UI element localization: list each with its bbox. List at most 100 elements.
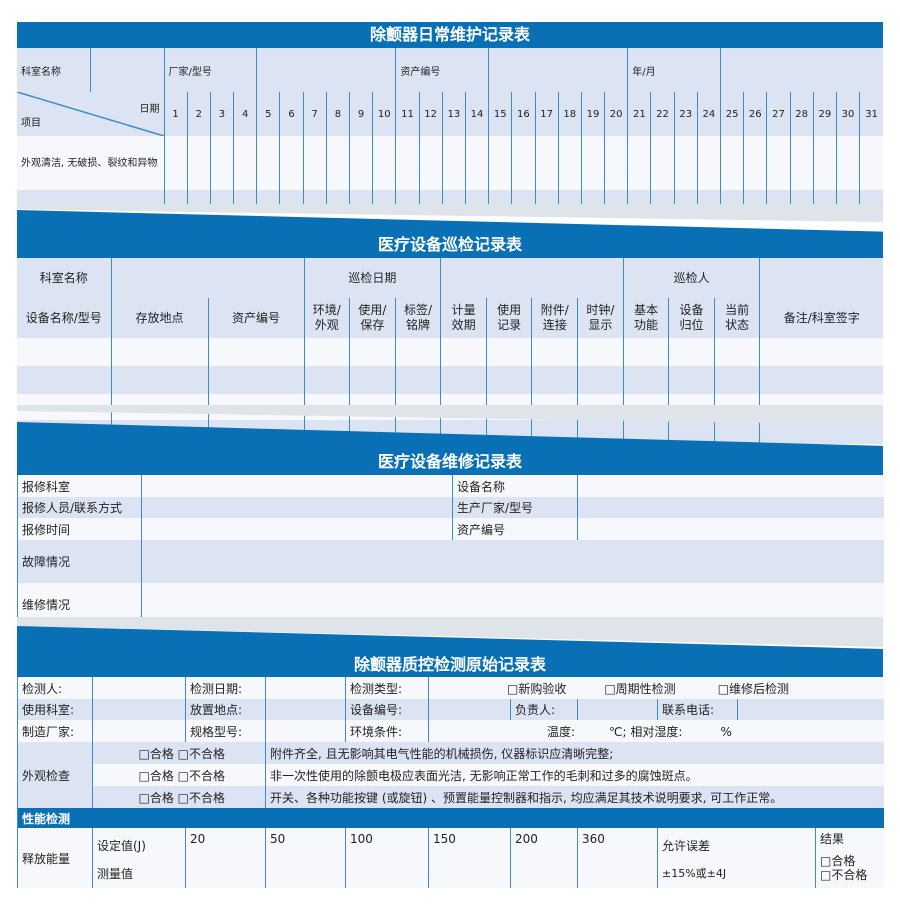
patrol-cell[interactable] (207, 366, 304, 394)
day-check-cell[interactable] (348, 136, 373, 190)
day-check-cell[interactable] (441, 136, 466, 190)
dept-field[interactable] (92, 699, 186, 720)
day-check-cell[interactable] (186, 136, 211, 190)
visual-pass-fail-1[interactable]: □合格 □不合格 (92, 742, 266, 764)
month-field[interactable] (720, 48, 883, 92)
patrol-cell[interactable] (394, 366, 441, 394)
day-check-cell[interactable] (488, 136, 512, 190)
day-check-cell[interactable] (418, 136, 443, 190)
day-check-cell[interactable] (627, 136, 651, 190)
day-check-cell[interactable] (325, 190, 350, 204)
day-check-cell[interactable] (372, 136, 396, 190)
day-check-cell[interactable] (766, 136, 791, 190)
visual-pass-fail-3[interactable]: □合格 □不合格 (92, 786, 266, 808)
day-check-cell[interactable] (256, 136, 280, 190)
patrol-cell[interactable] (577, 366, 624, 394)
day-check-cell[interactable] (395, 190, 420, 204)
day-check-cell[interactable] (279, 136, 304, 190)
day-check-cell[interactable] (464, 190, 489, 204)
day-check-cell[interactable] (812, 136, 837, 190)
day-check-cell[interactable] (372, 190, 396, 204)
report-time-field[interactable] (141, 518, 453, 540)
visual-pass-fail-2[interactable]: □合格 □不合格 (92, 764, 266, 786)
patrol-cell[interactable] (349, 338, 396, 366)
day-check-cell[interactable] (743, 190, 767, 204)
patrol-dept-field[interactable] (110, 258, 304, 298)
day-check-cell[interactable] (325, 136, 350, 190)
phone-field[interactable] (736, 699, 884, 720)
day-check-cell[interactable] (557, 136, 582, 190)
patrol-date-field[interactable] (440, 258, 624, 298)
day-check-cell[interactable] (302, 190, 327, 204)
patrol-cell[interactable] (577, 338, 624, 366)
day-check-cell[interactable] (441, 190, 466, 204)
day-check-cell[interactable] (719, 136, 744, 190)
patrol-inspector-field[interactable] (759, 258, 883, 298)
dept-field[interactable] (89, 48, 164, 92)
device-name-field[interactable] (577, 475, 884, 497)
day-check-cell[interactable] (256, 190, 280, 204)
day-check-cell[interactable] (650, 190, 675, 204)
day-check-cell[interactable] (789, 136, 814, 190)
patrol-cell[interactable] (622, 366, 669, 394)
day-check-cell[interactable] (557, 190, 582, 204)
patrol-cell[interactable] (759, 366, 883, 394)
maker-field[interactable] (92, 720, 186, 742)
device-no-field[interactable] (428, 699, 511, 720)
reporter-field[interactable] (141, 497, 453, 518)
day-check-cell[interactable] (348, 190, 373, 204)
day-check-cell[interactable] (835, 136, 860, 190)
patrol-cell[interactable] (531, 338, 578, 366)
asset-field[interactable] (488, 48, 628, 92)
patrol-cell[interactable] (303, 338, 350, 366)
day-check-cell[interactable] (696, 190, 721, 204)
result-fail-checkbox[interactable]: □不合格 (820, 868, 868, 882)
day-check-cell[interactable] (859, 136, 883, 190)
checkbox-periodic[interactable]: □周期性检测 (604, 681, 676, 696)
patrol-cell[interactable] (207, 338, 304, 366)
day-check-cell[interactable] (302, 136, 327, 190)
patrol-cell[interactable] (485, 338, 532, 366)
day-check-cell[interactable] (488, 190, 512, 204)
day-check-cell[interactable] (534, 136, 559, 190)
patrol-cell[interactable] (440, 366, 487, 394)
setting-value[interactable]: 20 (185, 828, 266, 888)
patrol-cell[interactable] (110, 338, 208, 366)
day-check-cell[interactable] (766, 190, 791, 204)
patrol-cell[interactable] (713, 420, 760, 444)
day-check-cell[interactable] (604, 136, 628, 190)
setting-value[interactable]: 100 (345, 828, 429, 888)
day-check-cell[interactable] (534, 190, 559, 204)
patrol-cell[interactable] (668, 338, 715, 366)
day-check-cell[interactable] (580, 190, 605, 204)
day-check-cell[interactable] (743, 136, 767, 190)
day-check-cell[interactable] (580, 136, 605, 190)
day-check-cell[interactable] (719, 190, 744, 204)
day-check-cell[interactable] (279, 190, 304, 204)
result-pass-checkbox[interactable]: □合格 (820, 854, 856, 868)
day-check-cell[interactable] (163, 136, 188, 190)
patrol-cell[interactable] (349, 366, 396, 394)
day-check-cell[interactable] (696, 136, 721, 190)
day-check-cell[interactable] (209, 136, 234, 190)
patrol-cell[interactable] (531, 366, 578, 394)
location-field[interactable] (265, 699, 346, 720)
day-check-cell[interactable] (650, 136, 675, 190)
patrol-cell[interactable] (668, 366, 715, 394)
patrol-cell[interactable] (759, 338, 883, 366)
patrol-cell[interactable] (440, 338, 487, 366)
day-check-cell[interactable] (186, 190, 211, 204)
patrol-cell[interactable] (668, 420, 715, 444)
asset-field[interactable] (577, 518, 884, 540)
day-check-cell[interactable] (627, 190, 651, 204)
day-check-cell[interactable] (233, 136, 257, 190)
patrol-cell[interactable] (394, 338, 441, 366)
fault-field[interactable] (141, 540, 884, 583)
repair-dept-field[interactable] (141, 475, 453, 497)
patrol-cell[interactable] (713, 366, 760, 394)
day-check-cell[interactable] (835, 190, 860, 204)
setting-value[interactable]: 200 (510, 828, 578, 888)
day-check-cell[interactable] (673, 136, 698, 190)
patrol-cell[interactable] (622, 338, 669, 366)
day-check-cell[interactable] (789, 190, 814, 204)
